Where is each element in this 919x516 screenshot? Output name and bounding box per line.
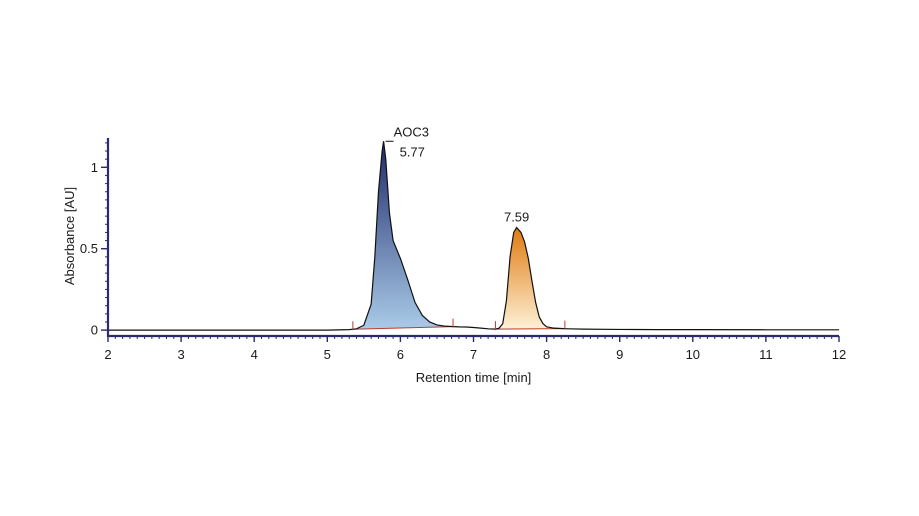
x-tick-label: 5	[324, 347, 331, 362]
peak-retention-label: 5.77	[400, 144, 425, 159]
integration-baselines	[352, 326, 565, 330]
x-tick-label: 2	[104, 347, 111, 362]
x-tick-label: 7	[470, 347, 477, 362]
peak-fills	[352, 141, 565, 330]
x-tick-label: 4	[251, 347, 258, 362]
y-axis-title: Absorbance [AU]	[62, 187, 77, 285]
y-tick-label: 1	[91, 160, 98, 175]
x-tick-label: 9	[616, 347, 623, 362]
x-tick-label: 6	[397, 347, 404, 362]
axis-ticks: 2 3 4 5 6 7 8 9 10 11 12 0 0.5 1	[80, 142, 846, 362]
peak-markers	[352, 318, 566, 331]
integration-baseline	[352, 326, 454, 330]
chromatogram-trace	[108, 141, 839, 331]
x-axis-title: Retention time [min]	[416, 370, 532, 385]
peak-name-label: AOC3	[394, 124, 429, 139]
peak-fill	[495, 227, 565, 330]
y-tick-label: 0.5	[80, 241, 98, 256]
x-tick-label: 11	[759, 347, 773, 362]
x-tick-label: 3	[177, 347, 184, 362]
peak-retention-label: 7.59	[504, 210, 529, 225]
x-tick-label: 10	[686, 347, 700, 362]
axes	[106, 138, 839, 338]
x-tick-label: 12	[832, 347, 846, 362]
y-tick-label: 0	[91, 323, 98, 338]
peak-labels: AOC3 5.77 7.59	[385, 124, 529, 225]
x-tick-label: 8	[543, 347, 550, 362]
peak-fill	[352, 141, 454, 330]
